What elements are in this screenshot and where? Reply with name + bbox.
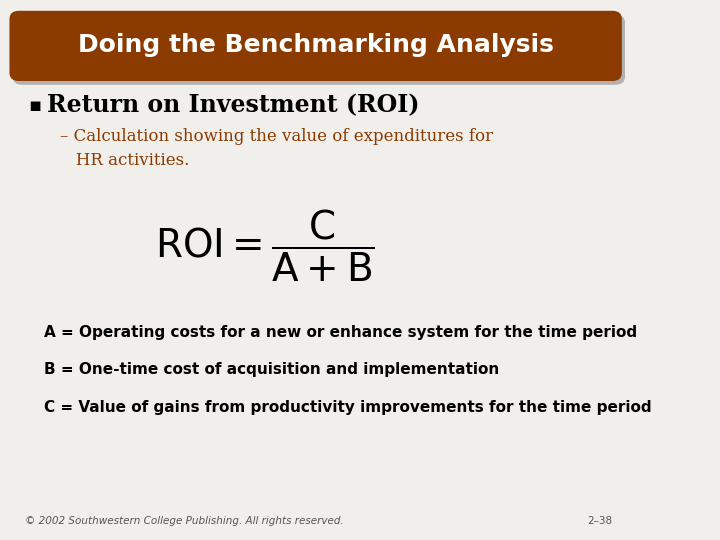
FancyBboxPatch shape bbox=[9, 11, 622, 81]
Text: © 2002 Southwestern College Publishing. All rights reserved.: © 2002 Southwestern College Publishing. … bbox=[25, 516, 344, 526]
Text: C = Value of gains from productivity improvements for the time period: C = Value of gains from productivity imp… bbox=[44, 400, 652, 415]
Text: – Calculation showing the value of expenditures for
   HR activities.: – Calculation showing the value of expen… bbox=[60, 128, 493, 168]
Text: A = Operating costs for a new or enhance system for the time period: A = Operating costs for a new or enhance… bbox=[44, 325, 637, 340]
Text: Doing the Benchmarking Analysis: Doing the Benchmarking Analysis bbox=[78, 33, 554, 57]
Text: 2–38: 2–38 bbox=[588, 516, 613, 526]
Text: $\mathrm{ROI} = \dfrac{\mathrm{C}}{\mathrm{A} + \mathrm{B}}$: $\mathrm{ROI} = \dfrac{\mathrm{C}}{\math… bbox=[156, 207, 375, 284]
Text: ▪: ▪ bbox=[28, 96, 42, 115]
FancyBboxPatch shape bbox=[13, 15, 625, 85]
Text: B = One-time cost of acquisition and implementation: B = One-time cost of acquisition and imp… bbox=[44, 362, 500, 377]
Text: Return on Investment (ROI): Return on Investment (ROI) bbox=[48, 93, 420, 117]
